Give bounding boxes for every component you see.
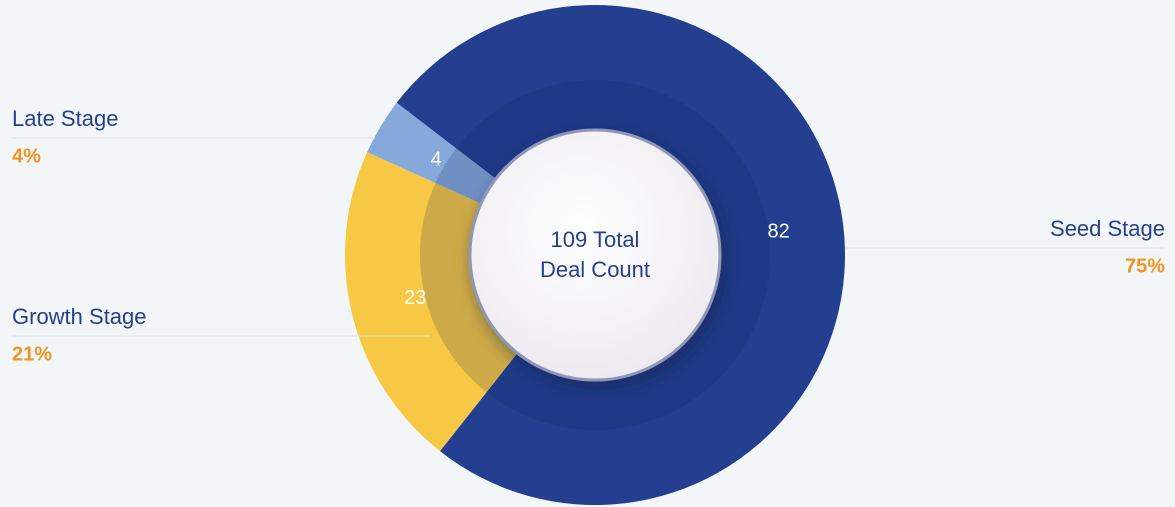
legend-share: 4% <box>12 145 41 167</box>
slice-label: 23 <box>404 287 426 309</box>
center-hub <box>468 128 722 382</box>
slice-label: 4 <box>431 148 442 170</box>
slice-label: 82 <box>767 220 789 242</box>
legend-name: Growth Stage <box>12 304 147 329</box>
legend-name: Seed Stage <box>1050 216 1165 241</box>
legend-share: 75% <box>1125 255 1165 277</box>
legend: Seed Stage 75% Growth Stage 21% Late Stage 4% <box>12 106 1165 365</box>
legend-name: Late Stage <box>12 106 118 131</box>
center-label: 109 Total <box>551 227 640 252</box>
legend-share: 21% <box>12 343 52 365</box>
center-label: Deal Count <box>540 257 650 282</box>
